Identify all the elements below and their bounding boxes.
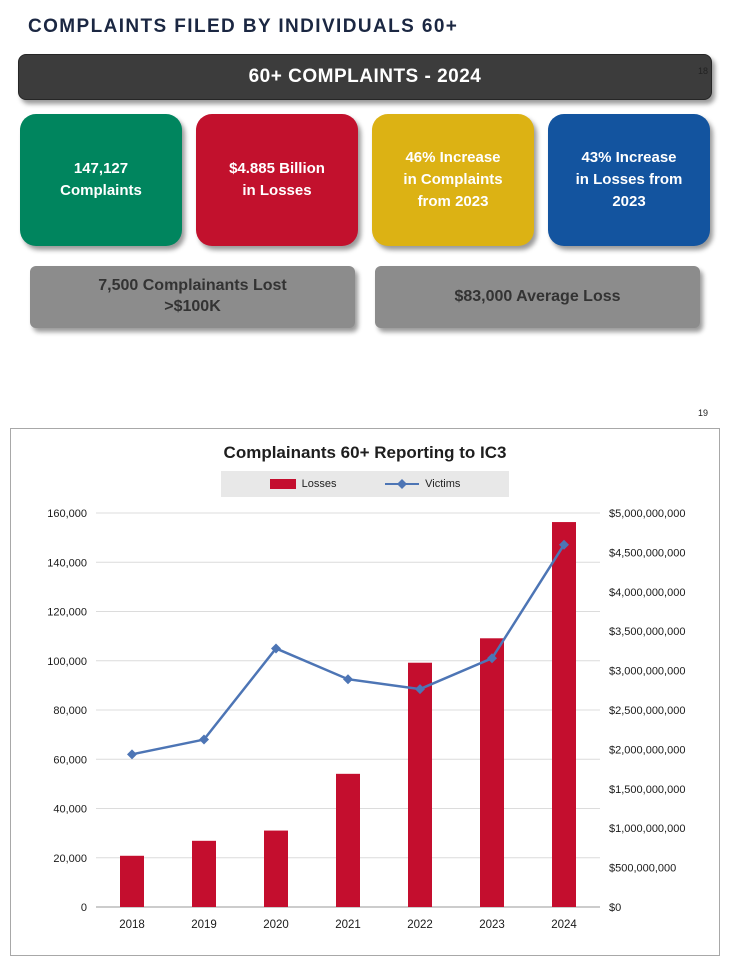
left-axis-tick: 160,000	[47, 508, 87, 520]
stat-card-line: Complaints	[60, 182, 142, 199]
stat-card-line: 147,127	[73, 160, 129, 178]
right-axis-tick: $1,000,000,000	[609, 823, 685, 835]
chart-plot: 0 20,000 40,000 60,000 80,000 100,000 120,000 1…	[47, 508, 685, 931]
left-axis-tick: 40,000	[53, 804, 87, 816]
loss-bar	[336, 773, 360, 907]
right-axis-tick: $3,000,000,000	[609, 666, 685, 678]
stat-card-line: 43% Increase	[581, 149, 677, 167]
left-axis-tick: 60,000	[53, 754, 87, 766]
section-banner-label: 60+ COMPLAINTS - 2024	[248, 66, 482, 87]
gray-card-line: 7,500 Complainants Lost	[98, 277, 287, 295]
left-axis-tick: 140,000	[47, 557, 87, 569]
gray-card-line: $83,000 Average Loss	[454, 287, 621, 305]
x-axis-label: 2022	[407, 919, 433, 931]
stat-card-line: $4.885 Billion	[229, 160, 325, 178]
left-axis-tick: 0	[81, 902, 87, 914]
left-axis-tick: 120,000	[47, 607, 87, 619]
section-banner: 60+ COMPLAINTS - 2024	[18, 54, 712, 100]
page-number-18: 18	[697, 66, 708, 76]
right-axis-tick: $5,000,000,000	[609, 508, 685, 520]
stat-card-total-complaints: 147,127 Complaints	[20, 114, 182, 246]
victims-marker	[271, 643, 281, 654]
right-axis-tick: $4,500,000,000	[609, 547, 685, 559]
left-axis-tick: 100,000	[47, 656, 87, 668]
right-axis-tick: $1,500,000,000	[609, 784, 685, 796]
chart-title: Complainants 60+ Reporting to IC3	[223, 443, 507, 462]
victims-marker	[487, 653, 497, 664]
x-axis-label: 2018	[119, 919, 145, 931]
x-axis-label: 2019	[191, 919, 217, 931]
stat-card-losses-increase: 43% Increase in Losses from 2023	[548, 114, 710, 246]
right-axis-tick: $500,000,000	[609, 863, 676, 875]
right-axis-tick: $4,000,000,000	[609, 587, 685, 599]
legend-label-losses: Losses	[301, 478, 337, 490]
gray-cards-row: 7,500 Complainants Lost >$100K $83,000 A…	[30, 266, 700, 328]
victims-marker	[415, 684, 425, 695]
victims-line-swatch-icon	[385, 479, 420, 489]
gray-card-line: >$100K	[164, 298, 221, 315]
stat-card-line: from 2023	[417, 192, 489, 210]
stat-card-line: 2023	[612, 192, 646, 210]
x-axis-label: 2021	[335, 919, 361, 931]
x-axis-label: 2024	[551, 919, 577, 931]
legend-item-victims: Victims	[385, 478, 460, 490]
left-axis-tick: 80,000	[53, 705, 87, 717]
right-axis-tick: $0	[609, 902, 621, 914]
gray-card-average-loss: $83,000 Average Loss	[375, 266, 700, 328]
right-axis-tick: $2,000,000,000	[609, 744, 685, 756]
legend-label-victims: Victims	[425, 478, 461, 490]
page-number-19: 19	[697, 408, 708, 418]
victims-marker	[199, 734, 209, 745]
stat-cards-row: 147,127 Complaints $4.885 Billion in Los…	[20, 114, 710, 246]
x-axis-label: 2023	[479, 919, 505, 931]
right-axis-tick: $2,500,000,000	[609, 705, 685, 717]
gray-card-complainants-lost: 7,500 Complainants Lost >$100K	[30, 266, 355, 328]
stat-card-line: in Losses	[242, 182, 312, 199]
chart-legend: Losses Victims	[221, 471, 509, 497]
stat-card-line: 46% Increase	[405, 149, 501, 167]
left-axis-tick: 20,000	[53, 853, 87, 865]
stat-card-line: in Complaints	[403, 171, 503, 189]
loss-bar	[408, 662, 432, 907]
loss-bar	[552, 522, 576, 907]
page-title: COMPLAINTS FILED BY INDIVIDUALS 60+	[28, 16, 459, 37]
loss-bar	[480, 638, 504, 907]
loss-bar	[120, 855, 144, 907]
chart-card: Complainants 60+ Reporting to IC3 Losses…	[10, 428, 720, 956]
right-axis-tick: $3,500,000,000	[609, 626, 685, 638]
loss-bar	[192, 840, 216, 907]
stat-card-total-losses: $4.885 Billion in Losses	[196, 114, 358, 246]
victims-marker	[559, 539, 569, 550]
losses-bar-swatch-icon	[269, 479, 296, 489]
stat-card-line: in Losses from	[575, 171, 683, 189]
legend-item-losses: Losses	[269, 478, 337, 490]
loss-bar	[264, 830, 288, 907]
stat-card-complaints-increase: 46% Increase in Complaints from 2023	[372, 114, 534, 246]
victims-marker	[343, 674, 353, 685]
x-axis-label: 2020	[263, 919, 289, 931]
victims-marker	[127, 749, 137, 760]
